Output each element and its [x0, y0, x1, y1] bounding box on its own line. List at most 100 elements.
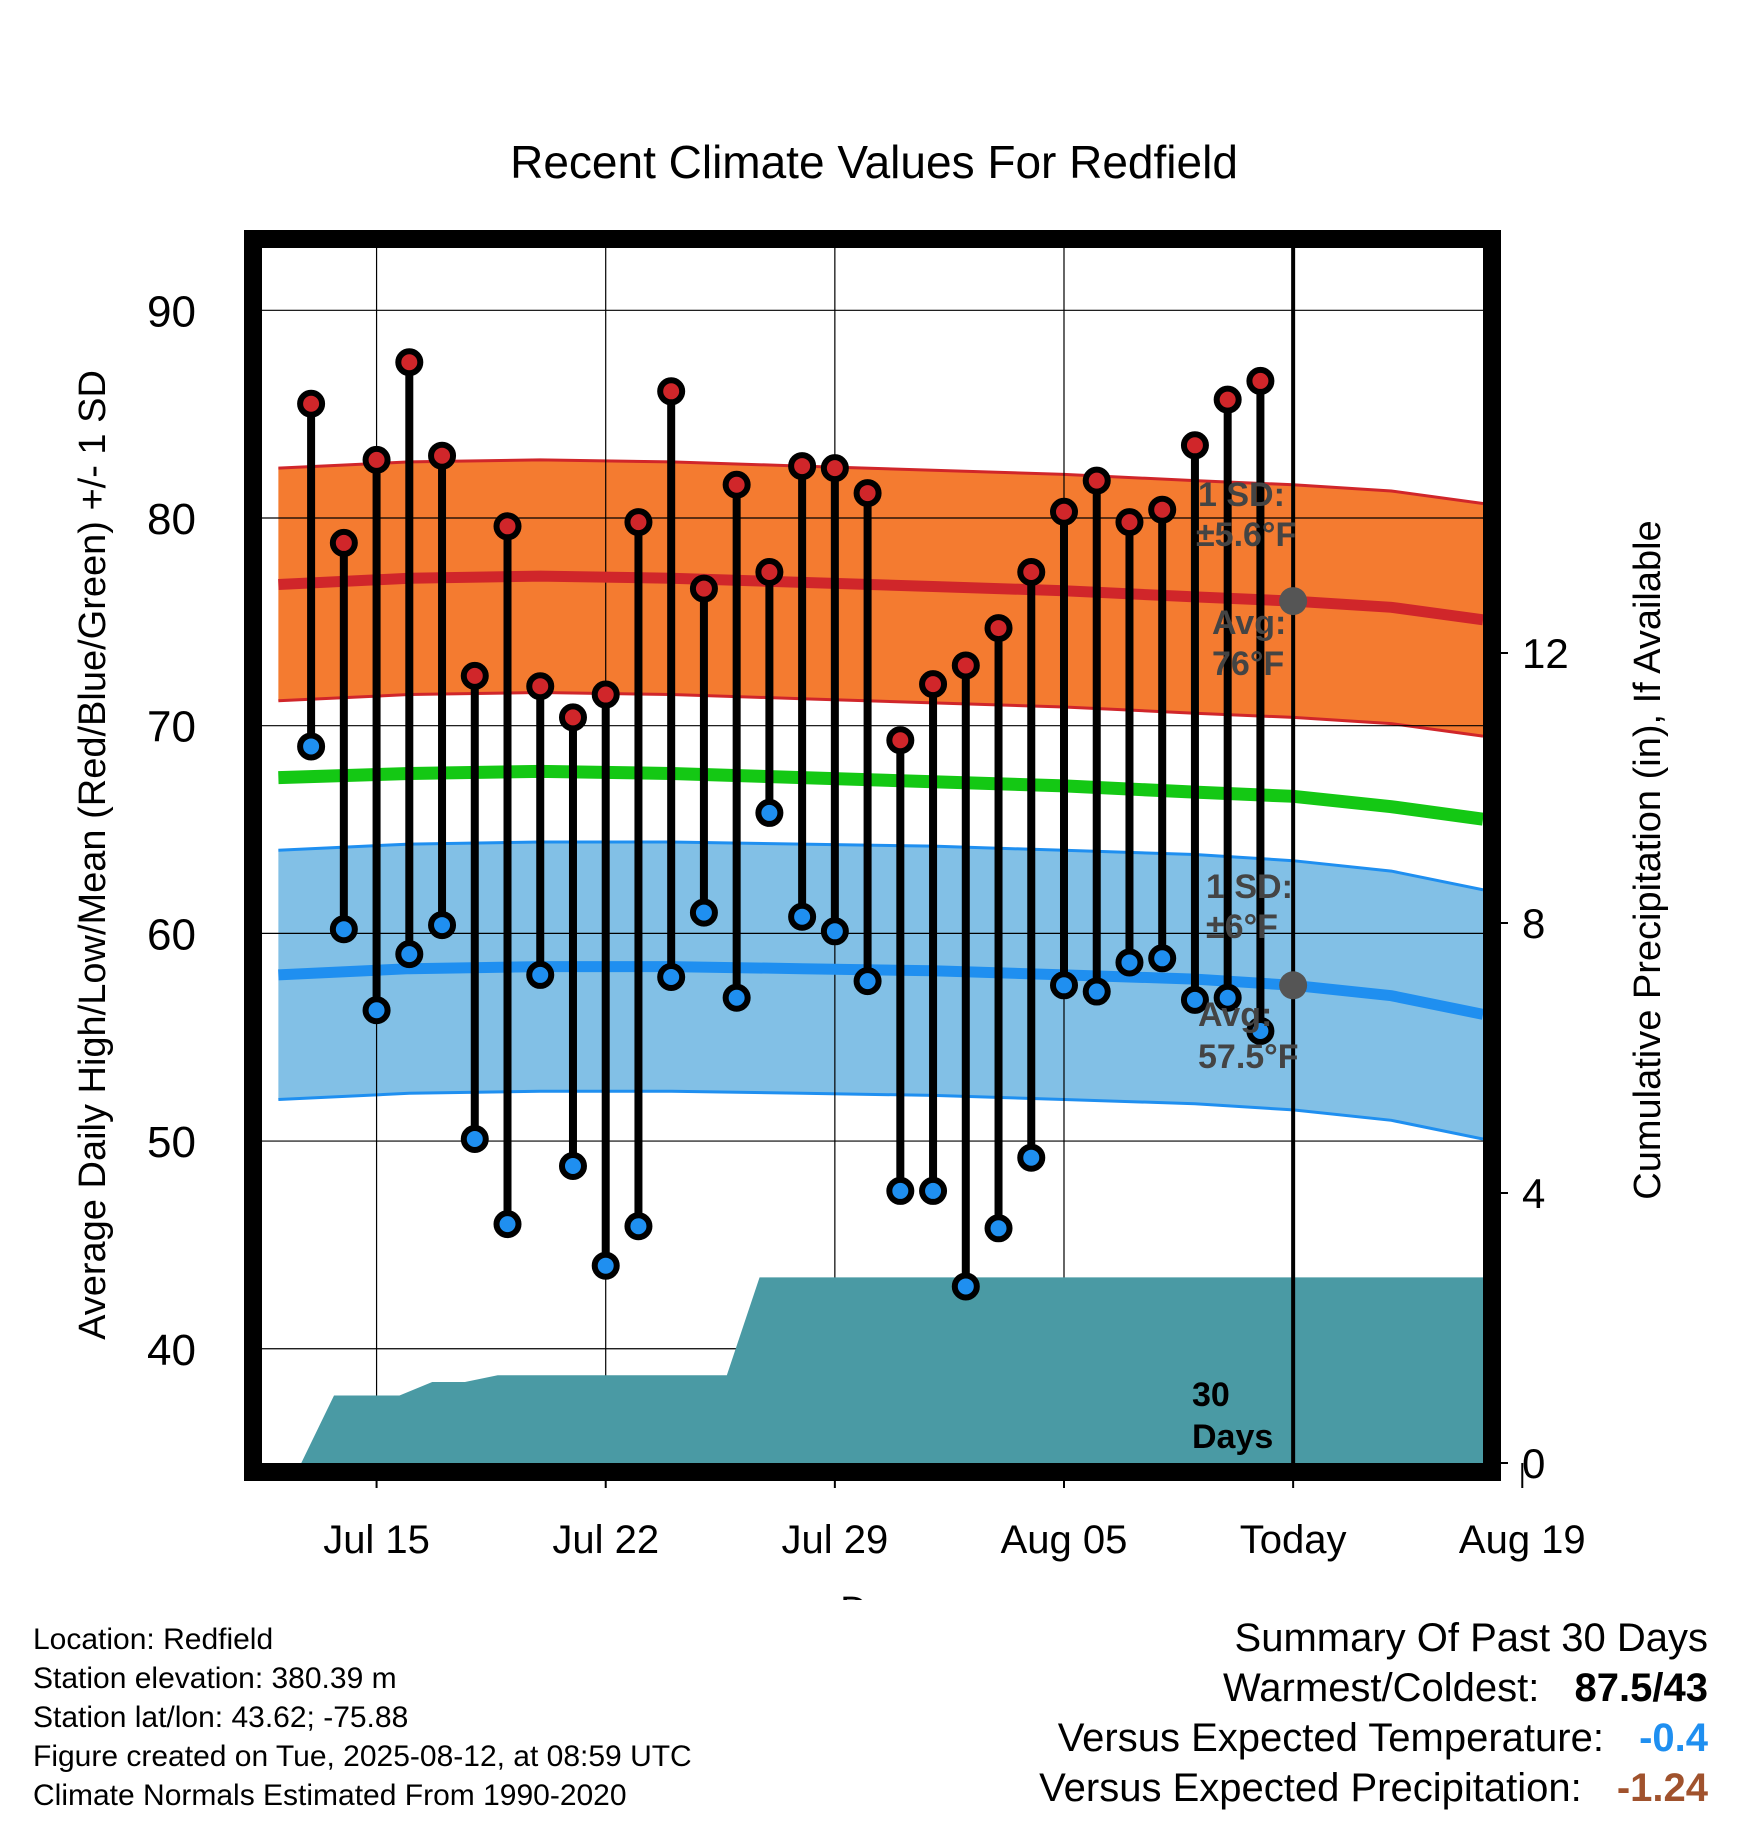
y-tick-label: 60	[147, 910, 196, 959]
days-count-label: 30	[1192, 1376, 1230, 1414]
low-sd-band	[278, 842, 1483, 1139]
daily-high-point	[755, 558, 784, 586]
daily-high-point	[722, 470, 751, 499]
daily-low-point	[526, 960, 555, 989]
daily-low-point	[395, 940, 424, 969]
daily-low-point	[460, 1125, 489, 1153]
daily-high-point	[1017, 558, 1046, 586]
y2-tick-label: 0	[1522, 1440, 1545, 1487]
daily-high-point	[526, 672, 555, 701]
daily-low-point	[657, 963, 686, 991]
summary-panel: Summary Of Past 30 Days Warmest/Coldest:…	[1039, 1613, 1708, 1813]
y2-axis-label: Cumulative Precipitation (in), If Availa…	[1627, 520, 1669, 1199]
y-tick-label: 90	[147, 287, 196, 336]
daily-low-point	[624, 1212, 653, 1241]
daily-low-point	[886, 1176, 915, 1205]
daily-low-point	[362, 996, 391, 1025]
daily-high-point	[493, 512, 522, 541]
daily-high-point	[558, 703, 587, 732]
daily-high-point	[820, 454, 849, 483]
climate-chart: Recent Climate Values For Redfield 40506…	[72, 136, 1669, 1600]
x-tick-label: Aug 05	[1001, 1518, 1128, 1562]
x-axis-label: Day	[840, 1590, 908, 1600]
daily-high-point	[1213, 385, 1242, 414]
daily-high-point	[689, 574, 718, 603]
daily-high-point	[1115, 508, 1144, 537]
daily-low-point	[493, 1210, 522, 1239]
precip-area	[278, 1277, 1483, 1463]
station-info: Location: Redfield Station elevation: 38…	[33, 1620, 692, 1815]
y-tick-label: 40	[147, 1326, 196, 1375]
temp-anomaly-value: -0.4	[1639, 1716, 1708, 1760]
daily-low-point	[591, 1251, 620, 1280]
daily-high-point	[1148, 495, 1177, 524]
low-sd-value: ±6°F	[1206, 908, 1278, 946]
daily-low-point	[1148, 944, 1177, 973]
plot-frame	[244, 230, 1501, 1481]
daily-low-point	[1115, 948, 1144, 977]
daily-high-point	[460, 661, 489, 690]
x-tick-label: Jul 15	[323, 1518, 430, 1562]
daily-high-point	[853, 479, 882, 508]
summary-title: Summary Of Past 30 Days	[1234, 1616, 1708, 1660]
chart-title: Recent Climate Values For Redfield	[510, 136, 1238, 188]
daily-high-point	[1049, 497, 1078, 526]
daily-low-point	[1017, 1143, 1046, 1172]
precip-anomaly-value: -1.24	[1616, 1766, 1708, 1810]
normal-high-line	[278, 570, 1483, 626]
elevation-text: Station elevation: 380.39 m	[33, 1662, 397, 1695]
location-text: Location: Redfield	[33, 1623, 274, 1656]
today-normal-high-point	[1279, 587, 1308, 616]
daily-high-point	[395, 348, 424, 377]
x-tick-label: Jul 22	[552, 1518, 659, 1562]
daily-low-point	[755, 798, 784, 827]
daily-high-point	[1082, 466, 1111, 495]
daily-high-point	[657, 377, 686, 406]
today-normal-low-point	[1279, 971, 1308, 1000]
y-axis-label: Average Daily High/Low/Mean (Red/Blue/Gr…	[72, 370, 114, 1340]
daily-low-point	[689, 898, 718, 927]
daily-high-point	[362, 445, 391, 474]
precip-anomaly-label: Versus Expected Precipitation:	[1039, 1766, 1582, 1810]
daily-low-point	[1246, 1017, 1275, 1045]
daily-low-point	[1180, 985, 1209, 1014]
x-tick-label: Jul 29	[781, 1518, 888, 1562]
normal-mean-line	[278, 764, 1483, 826]
daily-low-point	[297, 732, 326, 761]
daily-low-point	[558, 1152, 587, 1180]
daily-high-point	[886, 726, 915, 755]
warmest-coldest-label: Warmest/Coldest:	[1223, 1666, 1540, 1710]
low-sd-label: 1 SD:	[1206, 868, 1293, 906]
y2-tick-label: 12	[1522, 630, 1569, 677]
y2-tick-label: 4	[1522, 1170, 1545, 1217]
daily-low-point	[951, 1272, 980, 1301]
high-sd-band	[278, 459, 1483, 737]
temp-anomaly-label: Versus Expected Temperature:	[1057, 1716, 1604, 1760]
latlon-text: Station lat/lon: 43.62; -75.88	[33, 1701, 409, 1734]
daily-high-point	[591, 680, 620, 709]
high-sd-band-upper-edge	[278, 458, 1483, 505]
daily-low-point	[1049, 971, 1078, 1000]
daily-low-point	[1082, 977, 1111, 1006]
daily-low-point	[788, 902, 817, 931]
daily-high-point	[919, 670, 948, 699]
daily-high-point	[1180, 431, 1209, 460]
daily-high-point	[951, 651, 980, 680]
normals-text: Climate Normals Estimated From 1990-2020	[33, 1779, 627, 1812]
daily-low-point	[919, 1176, 948, 1205]
band-annotations: 1 SD: ±5.6°F Avg: 76°F 1 SD: ±6°F Avg: 5…	[1192, 476, 1299, 1456]
daily-low-point	[1213, 983, 1242, 1012]
high-sd-label: 1 SD:	[1198, 476, 1285, 514]
daily-low-point	[820, 917, 849, 946]
daily-high-point	[1246, 366, 1275, 395]
days-unit-label: Days	[1192, 1418, 1273, 1456]
daily-high-point	[624, 508, 653, 537]
low-avg-label: Avg:	[1198, 996, 1272, 1034]
daily-high-point	[984, 614, 1013, 643]
high-avg-label: Avg:	[1212, 604, 1286, 642]
low-avg-value: 57.5°F	[1198, 1038, 1299, 1076]
plot-area	[244, 230, 1501, 1481]
daily-low-point	[329, 915, 358, 944]
warmest-coldest-value: 87.5/43	[1574, 1666, 1708, 1710]
daily-low-point	[853, 967, 882, 996]
